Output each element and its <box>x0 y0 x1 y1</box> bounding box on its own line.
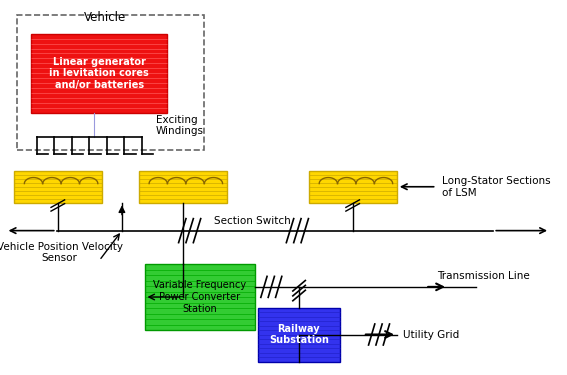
Text: Variable Frequency
Power Converter
Station: Variable Frequency Power Converter Stati… <box>153 280 246 314</box>
Text: Utility Grid: Utility Grid <box>403 330 459 339</box>
Bar <box>139 171 227 202</box>
Bar <box>31 34 167 112</box>
Bar <box>258 308 340 362</box>
Bar <box>14 171 102 202</box>
Bar <box>17 15 204 150</box>
Text: Section Switch: Section Switch <box>214 216 291 226</box>
Text: Linear generator
in levitation cores
and/or batteries: Linear generator in levitation cores and… <box>49 57 149 90</box>
Bar <box>309 171 397 202</box>
Text: Transmission Line: Transmission Line <box>437 271 530 281</box>
Text: Vehicle Position Velocity
Sensor: Vehicle Position Velocity Sensor <box>0 242 122 264</box>
Text: Railway
Substation: Railway Substation <box>269 324 329 345</box>
Text: Vehicle: Vehicle <box>84 11 126 24</box>
Text: Long-Stator Sections
of LSM: Long-Stator Sections of LSM <box>442 176 551 198</box>
Text: Exciting
Windings: Exciting Windings <box>156 115 204 136</box>
Bar <box>145 264 255 330</box>
